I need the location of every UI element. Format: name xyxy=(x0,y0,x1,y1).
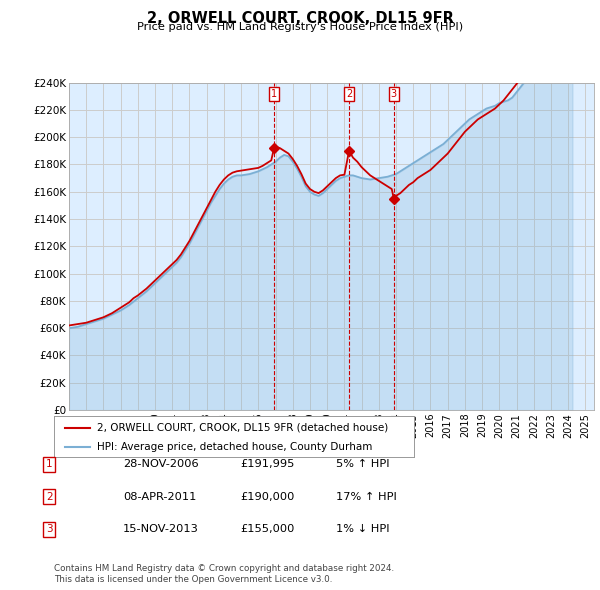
Text: 2, ORWELL COURT, CROOK, DL15 9FR: 2, ORWELL COURT, CROOK, DL15 9FR xyxy=(146,11,454,25)
Text: £190,000: £190,000 xyxy=(240,492,295,502)
Text: 2, ORWELL COURT, CROOK, DL15 9FR (detached house): 2, ORWELL COURT, CROOK, DL15 9FR (detach… xyxy=(97,422,388,432)
Text: 2: 2 xyxy=(46,492,53,502)
Text: 28-NOV-2006: 28-NOV-2006 xyxy=(123,460,199,469)
Text: 1% ↓ HPI: 1% ↓ HPI xyxy=(336,525,389,534)
Text: Contains HM Land Registry data © Crown copyright and database right 2024.: Contains HM Land Registry data © Crown c… xyxy=(54,565,394,573)
Text: 08-APR-2011: 08-APR-2011 xyxy=(123,492,196,502)
Text: £155,000: £155,000 xyxy=(240,525,295,534)
Text: 15-NOV-2013: 15-NOV-2013 xyxy=(123,525,199,534)
Text: 1: 1 xyxy=(46,460,53,469)
Text: 2: 2 xyxy=(346,89,352,99)
Text: HPI: Average price, detached house, County Durham: HPI: Average price, detached house, Coun… xyxy=(97,442,373,452)
Text: 1: 1 xyxy=(271,89,277,99)
Text: 5% ↑ HPI: 5% ↑ HPI xyxy=(336,460,389,469)
Text: Price paid vs. HM Land Registry's House Price Index (HPI): Price paid vs. HM Land Registry's House … xyxy=(137,22,463,32)
Text: 17% ↑ HPI: 17% ↑ HPI xyxy=(336,492,397,502)
Text: 3: 3 xyxy=(391,89,397,99)
Text: 3: 3 xyxy=(46,525,53,534)
Text: This data is licensed under the Open Government Licence v3.0.: This data is licensed under the Open Gov… xyxy=(54,575,332,584)
Text: £191,995: £191,995 xyxy=(240,460,295,469)
